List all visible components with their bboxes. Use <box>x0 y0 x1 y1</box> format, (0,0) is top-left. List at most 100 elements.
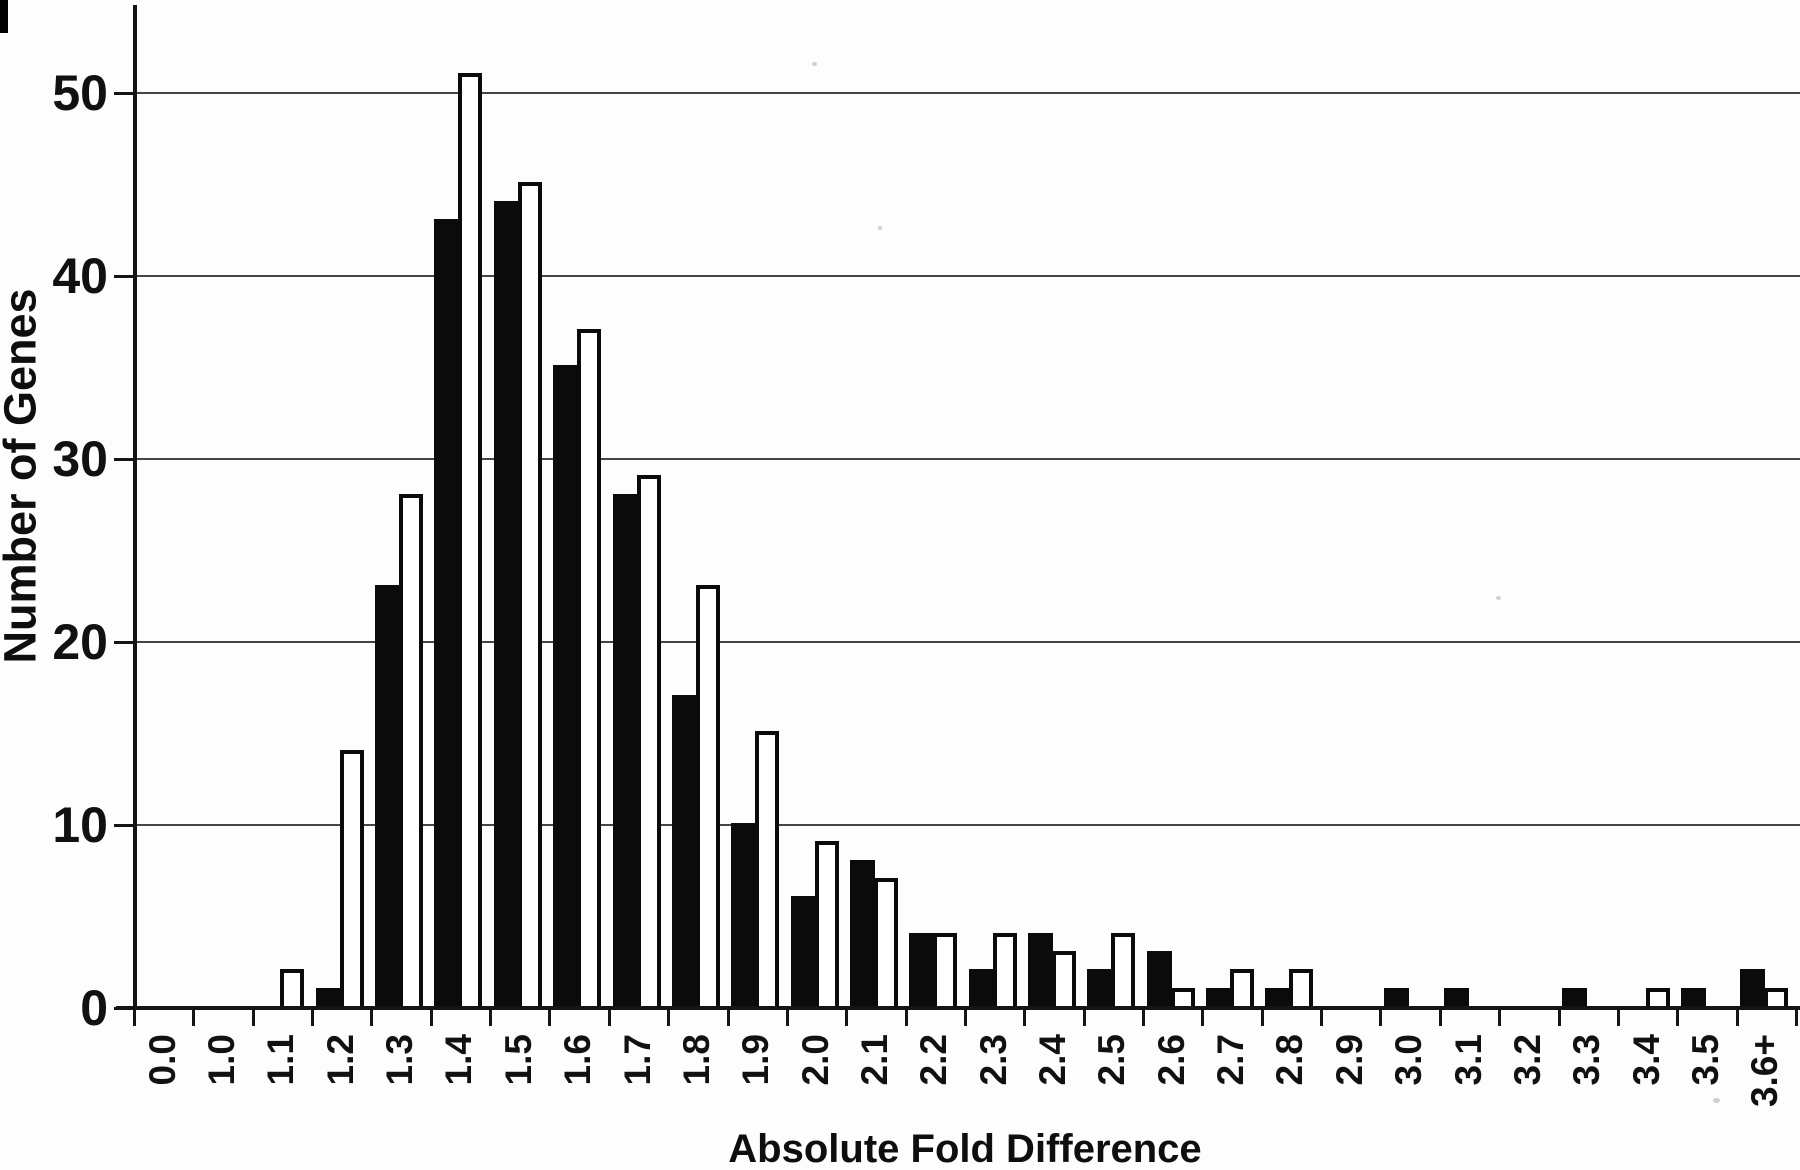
x-tick-21 <box>1379 1008 1382 1026</box>
x-tick-label-text: 1.4 <box>438 1034 479 1086</box>
scan-speck-0 <box>812 62 817 66</box>
bar-black-2.4 <box>1028 933 1053 1006</box>
x-tick-25 <box>1617 1008 1620 1026</box>
scan-speck-3 <box>878 226 882 230</box>
bar-black-2.3 <box>969 969 994 1006</box>
x-tick-label-1.5: 1.5 <box>498 1034 551 1085</box>
x-tick-3 <box>311 1008 314 1026</box>
x-tick-4 <box>370 1008 373 1026</box>
bar-white-1.7 <box>637 475 661 1010</box>
bar-white-1.9 <box>755 731 779 1010</box>
x-tick-label-text: 1.8 <box>676 1034 717 1086</box>
bar-white-2.5 <box>1111 933 1135 1010</box>
x-tick-label-3.1: 3.1 <box>1448 1034 1501 1085</box>
x-tick-label-1.7: 1.7 <box>617 1034 670 1085</box>
bar-black-1.6 <box>553 365 578 1006</box>
x-tick-23 <box>1498 1008 1501 1026</box>
x-tick-17 <box>1142 1008 1145 1026</box>
bar-white-2.7 <box>1230 969 1254 1010</box>
x-tick-label-text: 2.8 <box>1269 1034 1310 1086</box>
x-tick-label-text: 2.1 <box>854 1034 895 1086</box>
x-tick-28 <box>1795 1008 1798 1026</box>
x-tick-label-text: 3.4 <box>1626 1034 1667 1086</box>
gridline-50 <box>133 92 1800 94</box>
x-axis-title: Absolute Fold Difference <box>728 1127 1202 1170</box>
x-tick-11 <box>786 1008 789 1026</box>
x-tick-label-1.3: 1.3 <box>379 1034 432 1085</box>
x-tick-6 <box>489 1008 492 1026</box>
gridline-40 <box>133 275 1800 277</box>
y-tick-label-30: 30 <box>52 431 108 487</box>
bar-white-2.2 <box>933 933 957 1010</box>
x-tick-label-1.6: 1.6 <box>557 1034 610 1085</box>
bar-black-1.5 <box>494 201 519 1006</box>
x-tick-label-text: 3.0 <box>1388 1034 1429 1086</box>
bar-black-2.5 <box>1087 969 1112 1006</box>
y-tick-30 <box>114 458 133 461</box>
x-tick-label-text: 1.6 <box>557 1034 598 1086</box>
scan-speck-1 <box>1496 596 1501 600</box>
bar-white-2.1 <box>874 878 898 1010</box>
bar-white-1.4 <box>458 73 482 1010</box>
x-tick-label-text: 3.3 <box>1566 1034 1607 1086</box>
bar-black-1.8 <box>672 695 697 1006</box>
bar-black-3.6+ <box>1740 969 1765 1006</box>
x-tick-label-3.4: 3.4 <box>1626 1034 1679 1085</box>
x-tick-label-text: 0.0 <box>142 1034 183 1086</box>
x-tick-24 <box>1558 1008 1561 1026</box>
x-tick-label-2.8: 2.8 <box>1269 1034 1322 1085</box>
bar-white-1.1 <box>280 969 304 1010</box>
x-tick-label-1.8: 1.8 <box>676 1034 729 1085</box>
bar-black-3.3 <box>1562 988 1587 1006</box>
x-tick-2 <box>252 1008 255 1026</box>
bar-black-1.9 <box>731 823 756 1006</box>
x-tick-label-text: 2.5 <box>1091 1034 1132 1086</box>
x-tick-14 <box>964 1008 967 1026</box>
x-tick-label-text: 1.5 <box>498 1034 539 1086</box>
bar-white-1.5 <box>518 182 542 1010</box>
x-tick-label-1.1: 1.1 <box>260 1034 313 1085</box>
y-tick-label-0: 0 <box>80 980 108 1036</box>
bar-white-1.6 <box>577 329 601 1010</box>
x-tick-7 <box>548 1008 551 1026</box>
y-tick-40 <box>114 275 133 278</box>
x-tick-label-text: 2.7 <box>1210 1034 1251 1086</box>
x-tick-0 <box>133 1008 136 1026</box>
bar-black-2.1 <box>850 860 875 1006</box>
bar-white-1.2 <box>340 750 364 1010</box>
x-tick-label-2.2: 2.2 <box>913 1034 966 1085</box>
x-tick-label-text: 2.3 <box>973 1034 1014 1086</box>
x-tick-label-text: 1.7 <box>617 1034 658 1086</box>
bar-black-1.2 <box>316 988 341 1006</box>
bar-white-2.3 <box>993 933 1017 1010</box>
bar-white-2.4 <box>1052 951 1076 1010</box>
x-tick-19 <box>1261 1008 1264 1026</box>
x-tick-label-3.5: 3.5 <box>1685 1034 1738 1085</box>
bar-black-3.0 <box>1384 988 1409 1006</box>
x-tick-label-text: 2.0 <box>795 1034 836 1086</box>
x-tick-label-3.0: 3.0 <box>1388 1034 1441 1085</box>
y-tick-label-20: 20 <box>52 614 108 670</box>
y-tick-label-10: 10 <box>52 797 108 853</box>
bar-black-2.2 <box>909 933 934 1006</box>
x-tick-label-text: 1.1 <box>260 1034 301 1086</box>
x-tick-label-text: 3.2 <box>1507 1034 1548 1086</box>
y-tick-50 <box>114 92 133 95</box>
bar-white-2.8 <box>1289 969 1313 1010</box>
x-tick-22 <box>1439 1008 1442 1026</box>
x-tick-label-text: 1.3 <box>379 1034 420 1086</box>
gridline-30 <box>133 458 1800 460</box>
x-tick-label-1.2: 1.2 <box>320 1034 373 1085</box>
x-tick-20 <box>1320 1008 1323 1026</box>
bar-white-1.8 <box>696 585 720 1010</box>
x-tick-label-2.0: 2.0 <box>795 1034 848 1085</box>
y-tick-20 <box>114 641 133 644</box>
bar-black-2.8 <box>1265 988 1290 1006</box>
x-tick-label-2.9: 2.9 <box>1329 1034 1382 1085</box>
gridline-20 <box>133 641 1800 643</box>
x-axis-line <box>116 1006 1800 1010</box>
x-tick-label-2.3: 2.3 <box>973 1034 1026 1085</box>
bar-black-2.6 <box>1147 951 1172 1006</box>
x-tick-label-2.6: 2.6 <box>1151 1034 1204 1085</box>
y-tick-10 <box>114 824 133 827</box>
